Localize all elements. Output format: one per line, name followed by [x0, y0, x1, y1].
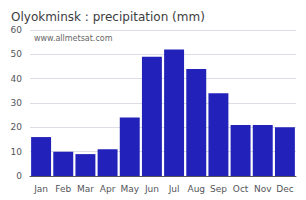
svg-text:www.allmetsat.com: www.allmetsat.com [34, 34, 113, 43]
svg-text:0: 0 [16, 171, 22, 181]
svg-text:10: 10 [11, 147, 23, 157]
svg-text:Oct: Oct [233, 184, 249, 194]
svg-text:May: May [120, 184, 139, 194]
svg-text:40: 40 [11, 74, 23, 84]
svg-text:Olyokminsk : precipitation (mm: Olyokminsk : precipitation (mm) [11, 10, 205, 24]
svg-text:Sep: Sep [210, 184, 227, 194]
svg-text:Aug: Aug [187, 184, 205, 194]
svg-text:Apr: Apr [100, 184, 116, 194]
svg-text:Dec: Dec [276, 184, 293, 194]
svg-text:Mar: Mar [77, 184, 94, 194]
svg-text:Jun: Jun [144, 184, 159, 194]
svg-text:Jul: Jul [168, 184, 180, 194]
svg-text:20: 20 [11, 122, 23, 132]
svg-text:30: 30 [11, 98, 23, 108]
svg-text:Feb: Feb [55, 184, 71, 194]
svg-text:60: 60 [11, 25, 23, 35]
svg-text:50: 50 [11, 49, 23, 59]
svg-text:Jan: Jan [33, 184, 48, 194]
svg-text:Nov: Nov [254, 184, 272, 194]
